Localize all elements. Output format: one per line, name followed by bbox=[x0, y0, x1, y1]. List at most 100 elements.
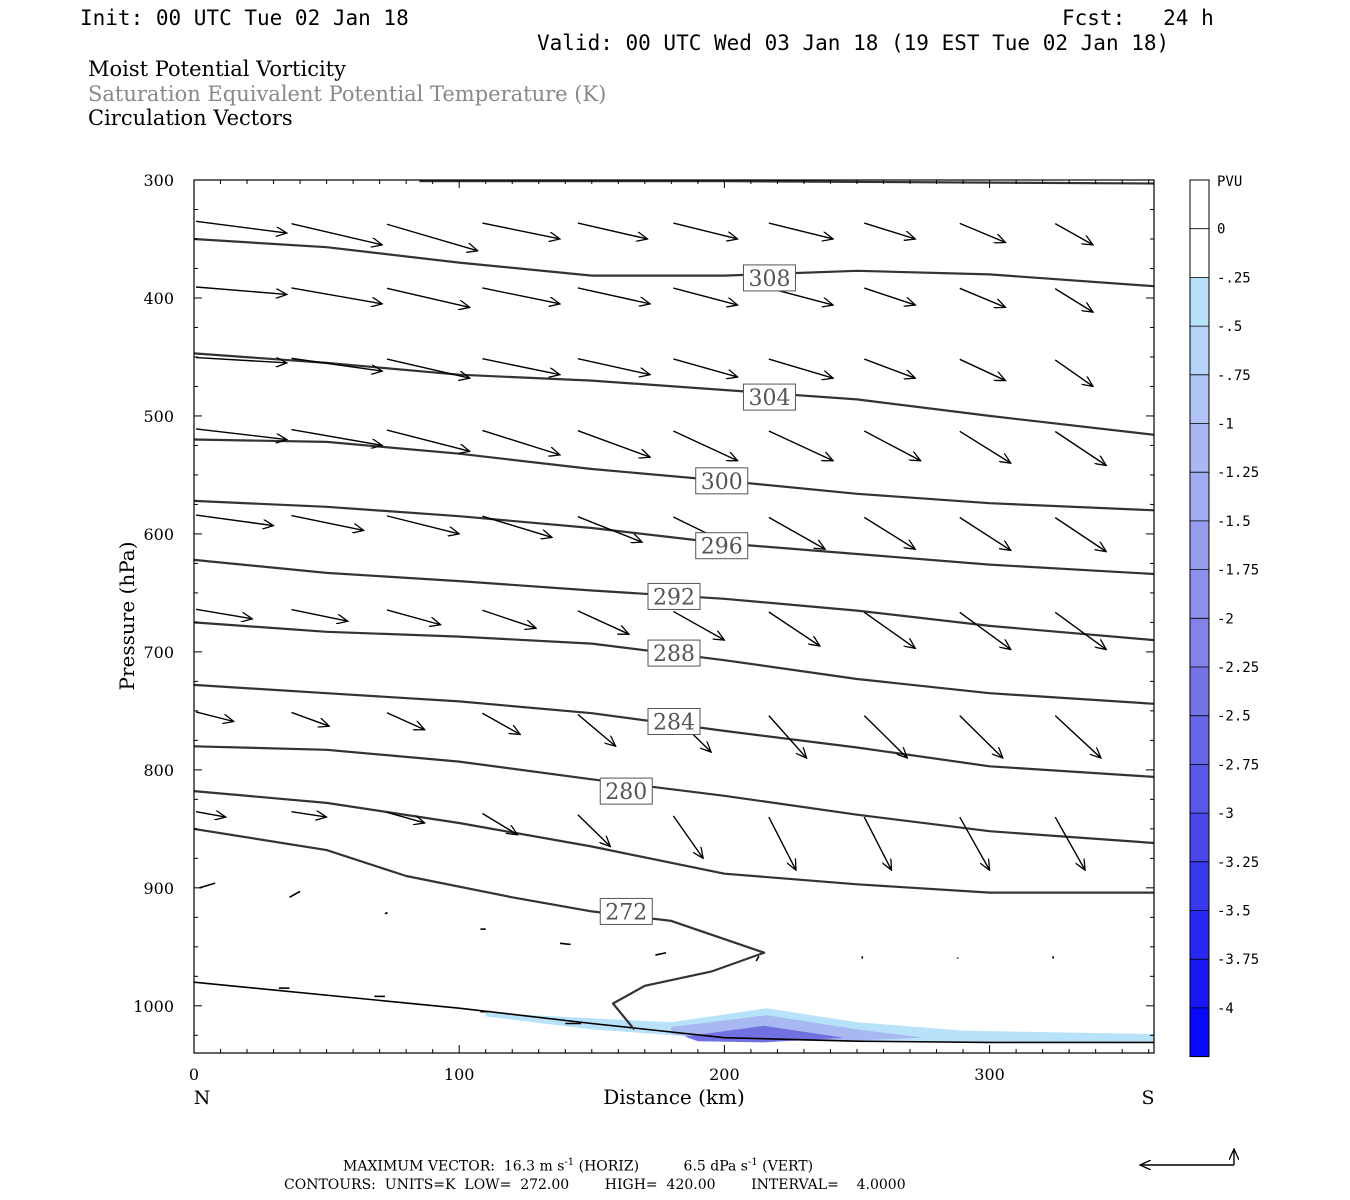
circulation-vector bbox=[959, 287, 1006, 307]
colorbar-swatch bbox=[1190, 861, 1209, 911]
theta-contour-308 bbox=[193, 237, 1155, 288]
circulation-vector bbox=[959, 816, 990, 870]
weak-vector bbox=[289, 890, 301, 898]
circulation-vector bbox=[577, 516, 642, 542]
weak-vector bbox=[199, 882, 216, 889]
colorbar-level-label: 0 bbox=[1217, 222, 1225, 238]
x-end-label-north: N bbox=[194, 1087, 211, 1109]
weak-vector bbox=[755, 955, 760, 962]
colorbar-swatch bbox=[1190, 764, 1209, 814]
circulation-vector bbox=[1054, 359, 1093, 387]
circulation-vector bbox=[291, 711, 329, 726]
y-tick-label: 700 bbox=[143, 643, 174, 662]
circulation-vector bbox=[863, 430, 920, 461]
colorbar-level-label: -1.25 bbox=[1217, 465, 1259, 481]
contour-label-288: 288 bbox=[653, 642, 695, 667]
circulation-vector bbox=[1054, 816, 1085, 870]
contour-label-box-296 bbox=[695, 532, 749, 560]
field-title-vectors: Circulation Vectors bbox=[88, 106, 293, 130]
contour-label-box-280 bbox=[599, 777, 653, 805]
colorbar-level-label: -3.25 bbox=[1217, 855, 1259, 871]
circulation-vector bbox=[768, 222, 833, 239]
theta-contour-276 bbox=[193, 790, 1154, 894]
colorbar-swatch bbox=[1190, 1007, 1209, 1057]
theta-contour-300 bbox=[193, 438, 1155, 512]
colorbar-level-label: -1.75 bbox=[1217, 563, 1259, 579]
contour-label-box-292 bbox=[647, 582, 701, 610]
colorbar-swatch bbox=[1190, 569, 1209, 619]
contour-label-box-272 bbox=[599, 897, 653, 925]
circulation-vector bbox=[768, 516, 825, 549]
circulation-vector bbox=[768, 358, 833, 378]
circulation-vector bbox=[673, 222, 737, 239]
circulation-vector bbox=[386, 223, 478, 251]
contour-label-280: 280 bbox=[605, 780, 647, 805]
y-tick-label: 300 bbox=[143, 171, 174, 190]
circulation-vector bbox=[672, 815, 703, 858]
colorbar-level-label: -.25 bbox=[1217, 270, 1251, 286]
circulation-vector bbox=[291, 514, 363, 531]
contour-label-box-308 bbox=[742, 264, 796, 292]
reference-vector-icon bbox=[1140, 1149, 1234, 1165]
circulation-vector bbox=[195, 428, 287, 440]
contour-label-box-300 bbox=[695, 467, 749, 495]
x-tick-label: 100 bbox=[444, 1065, 475, 1084]
circulation-vector bbox=[386, 429, 470, 451]
colorbar-level-label: -.5 bbox=[1217, 319, 1242, 335]
contour-label-296: 296 bbox=[701, 535, 743, 560]
circulation-vector bbox=[291, 222, 382, 245]
circulation-vector bbox=[291, 812, 326, 817]
colorbar-swatch bbox=[1190, 715, 1209, 765]
field-title-theta: Saturation Equivalent Potential Temperat… bbox=[88, 82, 607, 106]
colorbar-swatch bbox=[1190, 423, 1209, 473]
colorbar-level-label: -3.5 bbox=[1217, 904, 1251, 920]
contour-label-272: 272 bbox=[605, 900, 647, 925]
circulation-vector bbox=[577, 222, 648, 239]
circulation-vector bbox=[863, 715, 907, 758]
circulation-vector bbox=[195, 608, 252, 619]
circulation-vector bbox=[673, 610, 724, 640]
x-tick-label: 0 bbox=[189, 1065, 199, 1084]
circulation-vector bbox=[673, 430, 737, 461]
contour-label-box-284 bbox=[647, 707, 701, 735]
colorbar-swatch bbox=[1190, 472, 1209, 521]
circulation-vector bbox=[768, 430, 833, 461]
circulation-vector bbox=[1054, 430, 1106, 466]
circulation-vector bbox=[863, 516, 915, 549]
circulation-vector bbox=[959, 516, 1011, 551]
contour-label-284: 284 bbox=[653, 710, 695, 735]
y-tick-label: 600 bbox=[143, 525, 174, 544]
circulation-vector bbox=[577, 358, 650, 375]
circulation-vector bbox=[482, 515, 552, 537]
circulation-vector bbox=[386, 811, 425, 823]
y-tick-label: 800 bbox=[143, 761, 174, 780]
circulation-vector bbox=[863, 611, 915, 648]
circulation-vector bbox=[577, 430, 650, 458]
contour-label-box-288 bbox=[647, 639, 701, 667]
circulation-vector bbox=[577, 610, 629, 634]
circulation-vector bbox=[1054, 288, 1093, 312]
x-axis-label: Distance (km) bbox=[603, 1085, 745, 1109]
circulation-vector bbox=[1054, 611, 1106, 649]
y-tick-label: 500 bbox=[143, 407, 174, 426]
circulation-vector bbox=[959, 358, 1006, 380]
circulation-vector bbox=[386, 515, 459, 534]
circulation-vector bbox=[291, 357, 382, 371]
colorbar-swatch bbox=[1190, 374, 1209, 424]
forecast-hour: Fcst: 24 h bbox=[1062, 6, 1214, 30]
contour-info-note: CONTOURS: UNITS=K LOW= 272.00 HIGH= 420.… bbox=[284, 1177, 906, 1193]
circulation-vector bbox=[959, 222, 1006, 242]
colorbar-swatch bbox=[1190, 618, 1209, 667]
field-title-mpv: Moist Potential Vorticity bbox=[88, 57, 346, 81]
colorbar: PVU 0 -.25 -.5 -.75 -1 -1.25 -1.5 -1.75 -2 -2.25 -2… bbox=[1189, 174, 1259, 1058]
colorbar-swatch bbox=[1190, 520, 1209, 570]
circulation-vector bbox=[482, 812, 517, 835]
circulation-vector bbox=[195, 220, 287, 233]
y-axis-label: Pressure (hPa) bbox=[115, 542, 139, 691]
x-end-label-south: S bbox=[1141, 1087, 1154, 1109]
circulation-vector bbox=[386, 358, 470, 378]
circulation-vector bbox=[863, 816, 891, 870]
circulation-vector bbox=[577, 713, 616, 746]
